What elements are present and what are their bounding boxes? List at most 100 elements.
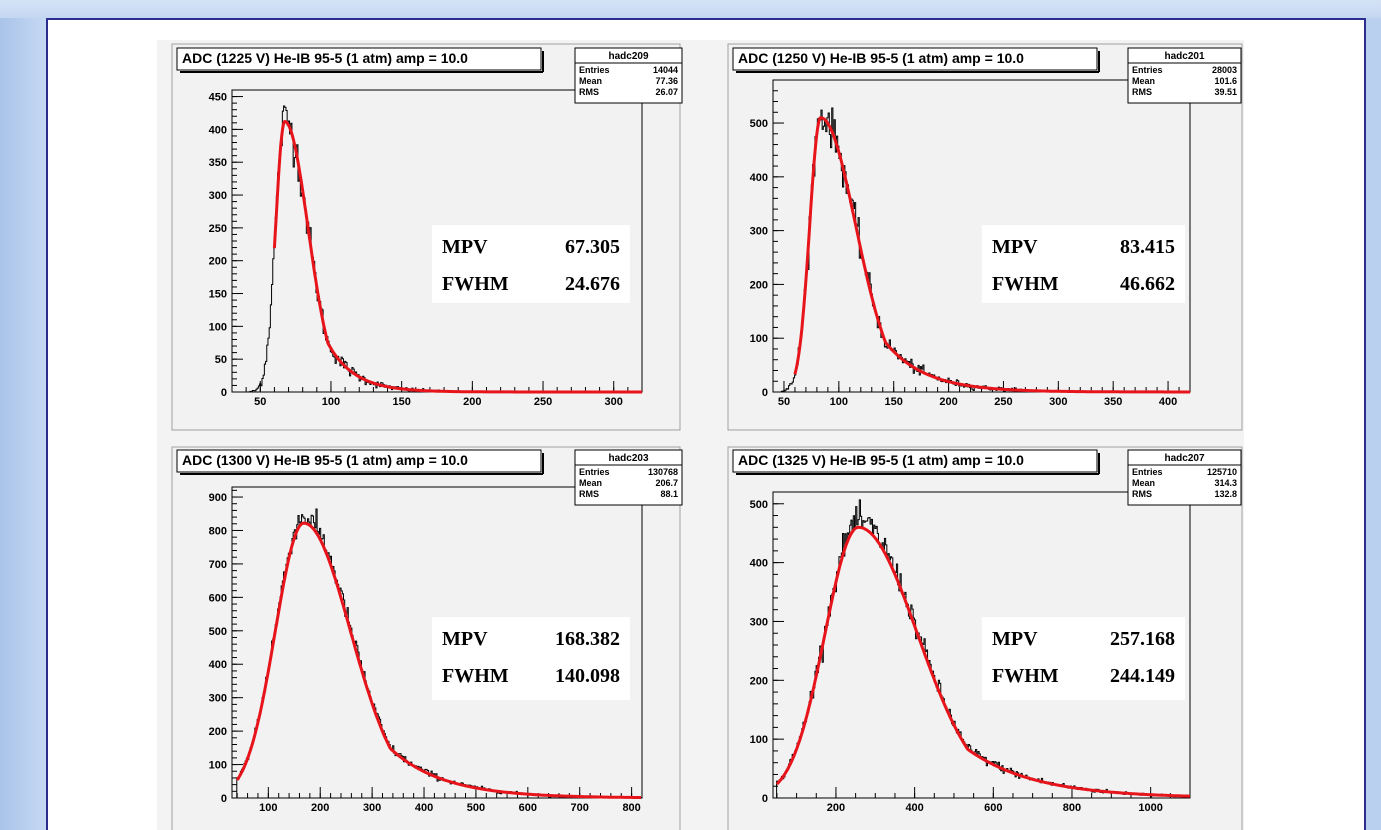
- fit-curve: [793, 116, 1190, 394]
- annotation-box: MPV 67.305 FWHM 24.676: [432, 225, 630, 303]
- x-tick-label: 350: [1104, 396, 1122, 408]
- stats-box: [1127, 47, 1242, 104]
- stats-key: Entries: [579, 65, 610, 75]
- fwhm-value: 140.098: [555, 665, 620, 687]
- x-tick-label: 800: [622, 802, 640, 814]
- y-tick-label: 400: [209, 124, 227, 136]
- y-tick-label: 0: [221, 387, 227, 399]
- fit-curve: [775, 525, 1191, 798]
- y-tick-label: 600: [209, 592, 227, 604]
- x-tick-label: 600: [519, 802, 537, 814]
- y-tick-label: 50: [215, 354, 227, 366]
- title-box: [176, 47, 542, 71]
- stats-value: 206.7: [655, 478, 678, 488]
- stats-box: [574, 47, 683, 104]
- mpv-value: 83.415: [1120, 236, 1175, 258]
- stats-key: Entries: [1132, 65, 1163, 75]
- x-tick-label: 150: [392, 396, 410, 408]
- x-tick-label: 100: [322, 396, 340, 408]
- x-tick-label: 200: [939, 396, 957, 408]
- y-tick-label: 0: [762, 387, 768, 399]
- y-tick-label: 500: [750, 118, 768, 130]
- fwhm-value: 244.149: [1110, 665, 1175, 687]
- stats-value: 14044: [653, 65, 678, 75]
- stats-key: Mean: [579, 76, 602, 86]
- x-tick-label: 100: [830, 396, 848, 408]
- x-tick-label: 800: [1063, 802, 1081, 814]
- stats-name: hadc203: [608, 453, 648, 464]
- histogram-pad-3: 100 200 300 400 500 600 700 800 0 100 200 300 400 500…: [171, 446, 683, 830]
- mpv-value: 257.168: [1110, 628, 1175, 650]
- mpv-label: MPV: [442, 236, 488, 258]
- x-tick-label: 700: [571, 802, 589, 814]
- stats-key: Mean: [1132, 76, 1155, 86]
- x-tick-label: 200: [311, 802, 329, 814]
- annotation-box: MPV 83.415 FWHM 46.662: [982, 225, 1185, 303]
- y-tick-label: 0: [762, 793, 768, 805]
- x-tick-label: 500: [467, 802, 485, 814]
- y-tick-label: 0: [221, 793, 227, 805]
- y-tick-label: 400: [209, 659, 227, 671]
- chart-title: ADC (1300 V) He-IB 95-5 (1 atm) amp = 10…: [182, 452, 468, 468]
- x-tick-label: 50: [778, 396, 790, 408]
- y-tick-label: 500: [209, 626, 227, 638]
- mpv-value: 168.382: [555, 628, 620, 650]
- y-tick-label: 700: [209, 559, 227, 571]
- title-box: [176, 449, 542, 473]
- stats-key: RMS: [1132, 87, 1152, 97]
- x-tick-label: 200: [463, 396, 481, 408]
- x-tick-label: 250: [994, 396, 1012, 408]
- annotation-box: MPV 257.168 FWHM 244.149: [982, 617, 1185, 700]
- y-tick-label: 300: [750, 616, 768, 628]
- chart-title: ADC (1225 V) He-IB 95-5 (1 atm) amp = 10…: [182, 50, 468, 66]
- stats-value: 88.1: [660, 489, 678, 499]
- stats-name: hadc201: [1164, 51, 1204, 62]
- stats-box: [1127, 449, 1242, 506]
- stats-value: 26.07: [655, 87, 678, 97]
- fwhm-value: 24.676: [565, 273, 620, 295]
- stats-value: 77.36: [655, 76, 678, 86]
- x-tick-label: 300: [605, 396, 623, 408]
- y-tick-label: 400: [750, 558, 768, 570]
- fit-curve: [272, 120, 642, 394]
- y-tick-label: 450: [209, 92, 227, 104]
- x-tick-label: 1000: [1138, 802, 1162, 814]
- stats-name: hadc207: [1164, 453, 1204, 464]
- stats-key: Mean: [1132, 478, 1155, 488]
- chart-title: ADC (1250 V) He-IB 95-5 (1 atm) amp = 10…: [738, 50, 1024, 66]
- stats-value: 39.51: [1214, 87, 1237, 97]
- stats-key: RMS: [579, 489, 599, 499]
- stats-value: 28003: [1212, 65, 1237, 75]
- x-tick-label: 400: [905, 802, 923, 814]
- mpv-value: 67.305: [565, 236, 620, 258]
- title-box: [732, 47, 1098, 71]
- y-tick-label: 500: [750, 499, 768, 511]
- stats-value: 130768: [648, 467, 678, 477]
- x-tick-label: 300: [363, 802, 381, 814]
- y-tick-label: 900: [209, 492, 227, 504]
- y-tick-label: 300: [750, 226, 768, 238]
- y-tick-label: 300: [209, 190, 227, 202]
- y-tick-label: 300: [209, 693, 227, 705]
- annotation-bg: [432, 617, 630, 700]
- fwhm-label: FWHM: [442, 665, 509, 687]
- y-tick-label: 400: [750, 172, 768, 184]
- stats-box: [574, 449, 683, 506]
- y-tick-label: 200: [750, 279, 768, 291]
- x-tick-label: 400: [1159, 396, 1177, 408]
- y-tick-label: 250: [209, 223, 227, 235]
- y-tick-label: 200: [750, 675, 768, 687]
- y-tick-label: 800: [209, 525, 227, 537]
- chart-title: ADC (1325 V) He-IB 95-5 (1 atm) amp = 10…: [738, 452, 1024, 468]
- y-tick-label: 200: [209, 726, 227, 738]
- stats-value: 132.8: [1214, 489, 1237, 499]
- stats-key: RMS: [579, 87, 599, 97]
- y-tick-label: 350: [209, 157, 227, 169]
- y-tick-label: 100: [209, 760, 227, 772]
- stats-name: hadc209: [608, 51, 648, 62]
- mpv-label: MPV: [992, 236, 1038, 258]
- x-tick-label: 200: [827, 802, 845, 814]
- fit-curve: [235, 521, 641, 799]
- y-tick-label: 150: [209, 289, 227, 301]
- stats-value: 314.3: [1214, 478, 1237, 488]
